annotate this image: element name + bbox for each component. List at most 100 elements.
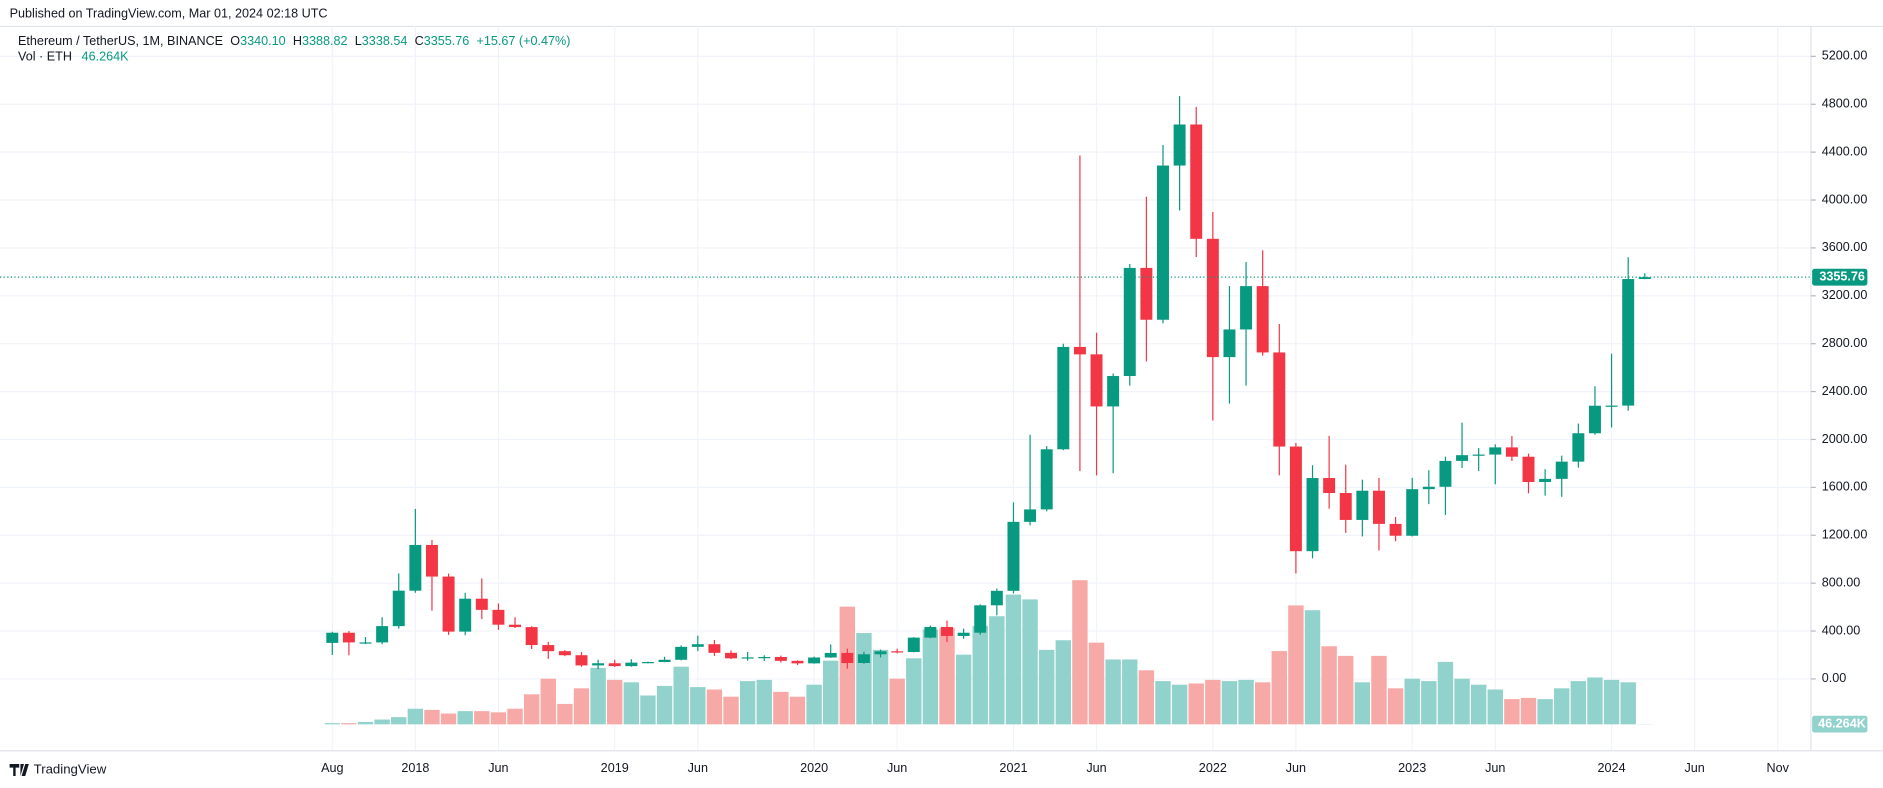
volume-chip: [1812, 715, 1868, 733]
x-tick-label: 2022: [1199, 761, 1227, 775]
candle-body: [874, 651, 887, 655]
volume-bar: [1304, 610, 1321, 725]
volume-bar: [1138, 670, 1155, 725]
volume-bar: [1055, 640, 1072, 725]
candle-body: [1256, 286, 1269, 353]
candle-body: [824, 652, 837, 658]
candle-body: [1273, 352, 1286, 447]
candle-body: [475, 598, 488, 610]
volume-bar: [440, 713, 457, 725]
change: +15.67 (+0.47%): [476, 34, 570, 48]
volume-bar: [1022, 599, 1038, 725]
candle-body: [1323, 478, 1336, 493]
x-tick-label: Jun: [488, 761, 508, 775]
candle-body: [1522, 456, 1535, 482]
candle-body: [1223, 329, 1236, 358]
candle-body: [509, 624, 522, 628]
candle-body: [891, 651, 904, 653]
candle-body: [1356, 490, 1369, 520]
volume-bar: [1038, 649, 1055, 725]
volume-bar: [856, 633, 872, 725]
candle-body: [741, 657, 754, 659]
x-tick-label: Jun: [1485, 761, 1505, 775]
low: 3338.54: [362, 34, 408, 48]
candle-body: [974, 605, 987, 633]
open: 3340.10: [240, 34, 286, 48]
volume-bar: [407, 708, 424, 725]
candle-body: [542, 645, 555, 652]
volume-bar: [1005, 594, 1022, 725]
volume-bar: [1603, 679, 1620, 725]
candle-body: [1040, 449, 1053, 510]
volume-bar: [906, 658, 922, 725]
x-tick-label: Jun: [1286, 761, 1306, 775]
high: 3388.82: [302, 34, 348, 48]
volume-bar: [1537, 699, 1553, 725]
volume-bar: [457, 711, 473, 725]
x-tick-label: Nov: [1767, 761, 1790, 775]
candle-body: [924, 626, 937, 638]
volume-bar: [690, 687, 706, 725]
volume-bar: [1620, 682, 1636, 725]
x-tick-label: Jun: [688, 761, 708, 775]
candle-body: [658, 659, 671, 663]
y-tick-label: 3200.00: [1822, 288, 1868, 302]
x-tick-label: 2019: [601, 761, 629, 775]
volume-bar: [1554, 688, 1570, 725]
volume-bar: [889, 678, 905, 725]
candle-body: [791, 660, 804, 664]
volume-bar: [1470, 684, 1487, 725]
candle-body: [1140, 267, 1153, 320]
y-tick-label: 4800.00: [1822, 97, 1868, 111]
volume-bar: [640, 695, 656, 725]
candle-body: [1057, 346, 1070, 450]
candle-body: [1024, 509, 1037, 522]
candle-body: [1505, 447, 1518, 457]
y-tick-label: 2000.00: [1822, 432, 1868, 446]
volume-bar: [1188, 683, 1204, 725]
candle-body: [1306, 478, 1319, 552]
y-tick-label: 1600.00: [1822, 480, 1868, 494]
volume-bar: [540, 678, 556, 725]
candle-body: [376, 626, 389, 643]
last-price-label: 3355.76: [1819, 269, 1865, 283]
x-tick-label: 2024: [1598, 761, 1626, 775]
volume-bar: [972, 625, 988, 725]
candle-body: [1090, 354, 1103, 407]
candle-body: [1539, 478, 1552, 482]
volume-bar: [1221, 681, 1238, 725]
candle-body: [675, 646, 688, 660]
candle-body: [442, 576, 455, 632]
candle-body: [1372, 490, 1385, 524]
candle-body: [575, 655, 588, 666]
candle-body: [1439, 460, 1452, 487]
candle-body: [1107, 376, 1120, 407]
volume-bar: [1421, 681, 1437, 725]
volume-bar: [823, 660, 839, 725]
volume-bar: [955, 654, 972, 725]
candle-body: [1555, 461, 1568, 479]
candle-body: [1389, 523, 1402, 536]
volume-bar: [656, 685, 673, 725]
x-tick-label: 2023: [1398, 761, 1426, 775]
candle-body: [1605, 405, 1618, 407]
x-tick-label: Aug: [321, 761, 343, 775]
candle-body: [1588, 405, 1601, 434]
volume-bar: [673, 666, 689, 725]
candle-body: [1406, 489, 1419, 536]
volume-bar: [1520, 697, 1537, 725]
candle-body: [1472, 454, 1485, 456]
candle-body: [708, 644, 721, 653]
candle-body: [1073, 346, 1086, 355]
candle-body: [425, 544, 438, 577]
candle-body: [326, 632, 339, 643]
candle-body: [1622, 279, 1635, 406]
l-key: L: [355, 34, 362, 48]
volume-bar: [872, 649, 889, 725]
c-key: C: [415, 34, 424, 48]
candle-body: [857, 654, 870, 664]
volume-bar: [374, 719, 390, 725]
volume-bar: [1387, 688, 1404, 725]
volume-bar: [357, 721, 374, 725]
candle-body: [392, 590, 405, 627]
